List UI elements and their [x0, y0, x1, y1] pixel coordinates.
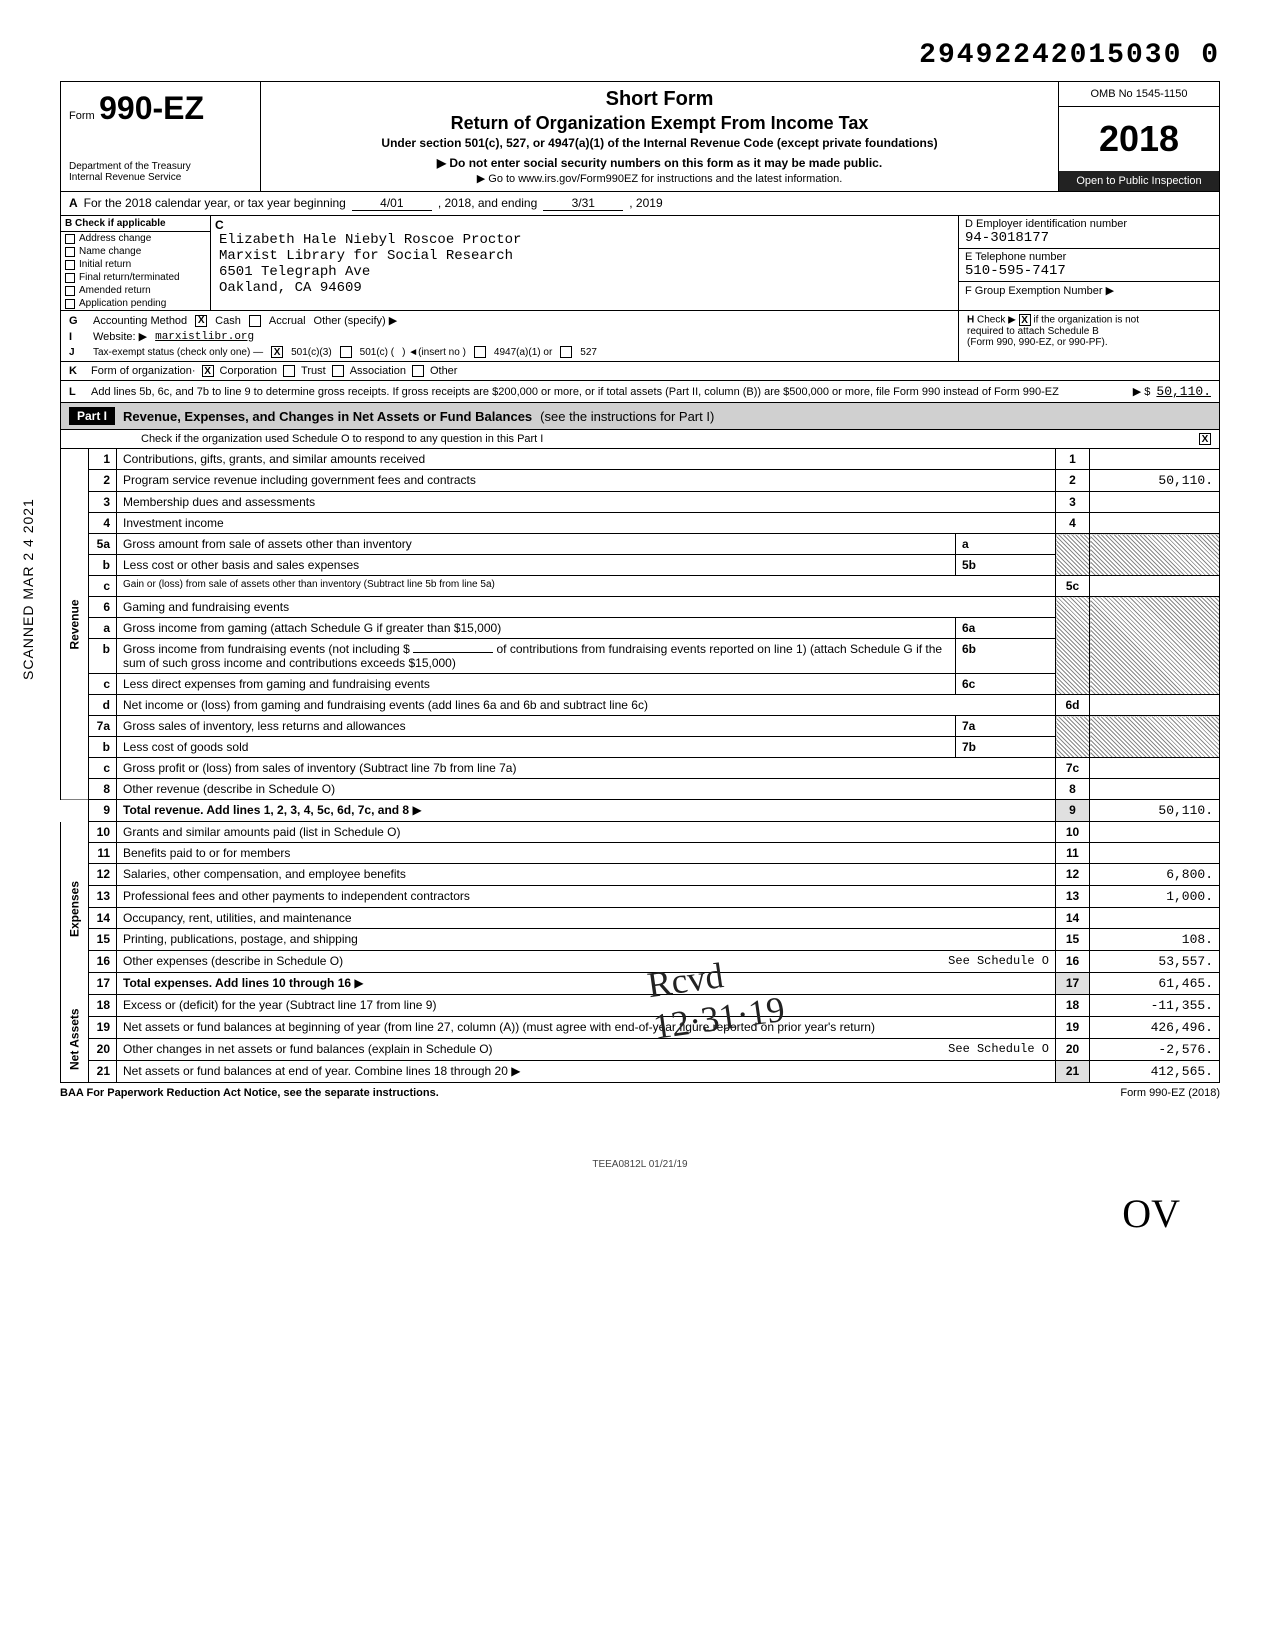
form-number: 990-EZ: [99, 90, 204, 126]
phone-value: 510-595-7417: [965, 263, 1213, 279]
open-to-public: Open to Public Inspection: [1059, 171, 1219, 191]
checkbox-final-return[interactable]: [65, 273, 75, 283]
checkbox-trust[interactable]: [283, 365, 295, 377]
amt-line-2: 50,110.: [1090, 470, 1220, 492]
tax-year: 2018: [1059, 107, 1219, 171]
scanned-stamp: SCANNED MAR 2 4 2021: [20, 498, 36, 680]
lines-table: Revenue 1Contributions, gifts, grants, a…: [60, 449, 1220, 1083]
checkbox-association[interactable]: [332, 365, 344, 377]
amt-line-17: 61,465.: [1090, 973, 1220, 995]
checkbox-cash[interactable]: X: [195, 315, 207, 327]
dept-line-2: Internal Revenue Service: [69, 172, 252, 183]
checkbox-initial-return[interactable]: [65, 260, 75, 270]
amt-line-15: 108.: [1090, 929, 1220, 951]
amt-line-13: 1,000.: [1090, 886, 1220, 908]
amt-line-18: -11,355.: [1090, 995, 1220, 1017]
form-prefix: Form: [69, 110, 95, 122]
section-expenses: Expenses: [61, 822, 89, 995]
section-revenue: Revenue: [61, 449, 89, 800]
checkbox-address-change[interactable]: [65, 234, 75, 244]
org-name-1: Elizabeth Hale Niebyl Roscoe Proctor: [219, 232, 950, 248]
gross-receipts: 50,110.: [1156, 384, 1211, 399]
document-number: 29492242015030 0: [60, 40, 1220, 71]
checkbox-527[interactable]: [560, 346, 572, 358]
checkbox-501c3[interactable]: X: [271, 346, 283, 358]
tax-year-end: 3/31: [543, 196, 623, 211]
tax-year-begin: 4/01: [352, 196, 432, 211]
org-addr-1: 6501 Telegraph Ave: [219, 264, 950, 280]
phone-label: E Telephone number: [965, 251, 1213, 263]
form-header: Form 990-EZ Department of the Treasury I…: [60, 81, 1220, 192]
ein-label: D Employer identification number: [965, 218, 1213, 230]
notice-goto: ▶ Go to www.irs.gov/Form990EZ for instru…: [271, 172, 1048, 185]
checkbox-schedule-o[interactable]: X: [1199, 433, 1211, 445]
omb-number: OMB No 1545-1150: [1059, 82, 1219, 107]
amt-line-9: 50,110.: [1090, 800, 1220, 822]
group-exemption-label: F Group Exemption Number ▶: [965, 284, 1213, 297]
website-value: marxistlibr.org: [155, 331, 254, 343]
checkbox-amended[interactable]: [65, 286, 75, 296]
amt-line-19: 426,496.: [1090, 1017, 1220, 1039]
section-net-assets: Net Assets: [61, 995, 89, 1083]
subtitle-section: Under section 501(c), 527, or 4947(a)(1)…: [271, 136, 1048, 150]
checkbox-accrual[interactable]: [249, 315, 261, 327]
form-code: TEEA0812L 01/21/19: [60, 1159, 1220, 1170]
checkbox-other-org[interactable]: [412, 365, 424, 377]
title-return: Return of Organization Exempt From Incom…: [271, 113, 1048, 134]
block-c-letter: C: [215, 218, 224, 232]
initials: OV: [60, 1190, 1220, 1237]
checkbox-4947[interactable]: [474, 346, 486, 358]
amt-line-12: 6,800.: [1090, 864, 1220, 886]
checkbox-501c[interactable]: [340, 346, 352, 358]
line-a: A For the 2018 calendar year, or tax yea…: [60, 192, 1220, 216]
org-name-2: Marxist Library for Social Research: [219, 248, 950, 264]
dept-line-1: Department of the Treasury: [69, 161, 252, 172]
part-1-header: Part I Revenue, Expenses, and Changes in…: [60, 403, 1220, 430]
checkbox-name-change[interactable]: [65, 247, 75, 257]
ein-value: 94-3018177: [965, 230, 1213, 246]
amt-line-20: -2,576.: [1090, 1039, 1220, 1061]
org-addr-2: Oakland, CA 94609: [219, 280, 950, 296]
notice-ssn: ▶ Do not enter social security numbers o…: [271, 156, 1048, 170]
amt-line-16: 53,557.: [1090, 951, 1220, 973]
page-footer: BAA For Paperwork Reduction Act Notice, …: [60, 1083, 1220, 1099]
checkbox-schedule-b[interactable]: X: [1019, 314, 1031, 326]
amt-line-21: 412,565.: [1090, 1061, 1220, 1083]
block-bcd: B Check if applicable Address change Nam…: [60, 216, 1220, 311]
checkbox-corporation[interactable]: X: [202, 365, 214, 377]
checkbox-pending[interactable]: [65, 299, 75, 309]
title-short-form: Short Form: [271, 88, 1048, 111]
